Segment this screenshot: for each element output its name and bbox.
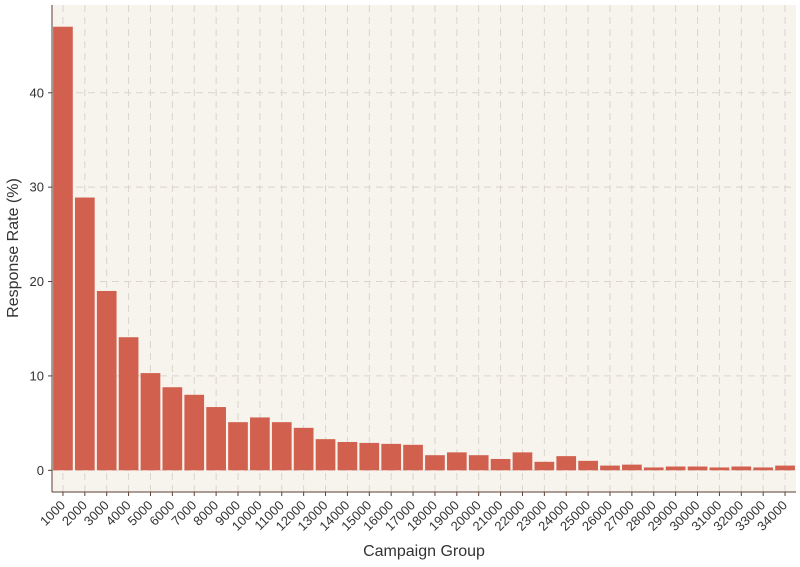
bar: [184, 394, 205, 471]
bar: [359, 442, 380, 471]
y-ticks: 0 10 20 30 40: [30, 85, 52, 478]
bar: [468, 455, 489, 471]
y-tick-label: 20: [30, 274, 44, 289]
bar: [775, 465, 795, 471]
bar: [622, 464, 642, 471]
bar: [140, 373, 161, 471]
bar: [162, 387, 183, 471]
bar: [381, 443, 402, 471]
bar: [600, 465, 620, 471]
bar: [96, 290, 117, 471]
grid-lines: [52, 5, 796, 492]
bar: [271, 422, 292, 471]
bar: [731, 466, 752, 471]
bar: [490, 458, 511, 471]
x-axis-title: Campaign Group: [363, 543, 485, 560]
bar: [53, 26, 73, 471]
bar: [118, 337, 139, 471]
bar: [425, 455, 445, 471]
bar: [337, 441, 358, 471]
bars: [53, 26, 795, 471]
bar: [228, 422, 248, 471]
bar: [206, 407, 226, 471]
y-tick-label: 10: [30, 368, 44, 383]
bar: [665, 466, 686, 471]
bar: [403, 444, 423, 471]
bar: [556, 456, 577, 471]
bar: [74, 197, 95, 471]
bar: [315, 439, 336, 471]
x-ticks: 1000200030004000500060007000800090001000…: [37, 492, 790, 534]
y-axis-title: Response Rate (%): [5, 178, 22, 318]
bar: [446, 452, 467, 471]
bar: [687, 466, 708, 471]
bar: [753, 467, 774, 471]
bar: [578, 460, 598, 471]
bar: [250, 417, 270, 471]
bar: [293, 427, 314, 471]
bar: [534, 461, 555, 471]
bar: [709, 467, 730, 471]
y-tick-label: 40: [30, 85, 44, 100]
bar: [512, 452, 533, 471]
y-tick-label: 0: [37, 463, 44, 478]
y-tick-label: 30: [30, 180, 44, 195]
bar: [643, 467, 664, 471]
